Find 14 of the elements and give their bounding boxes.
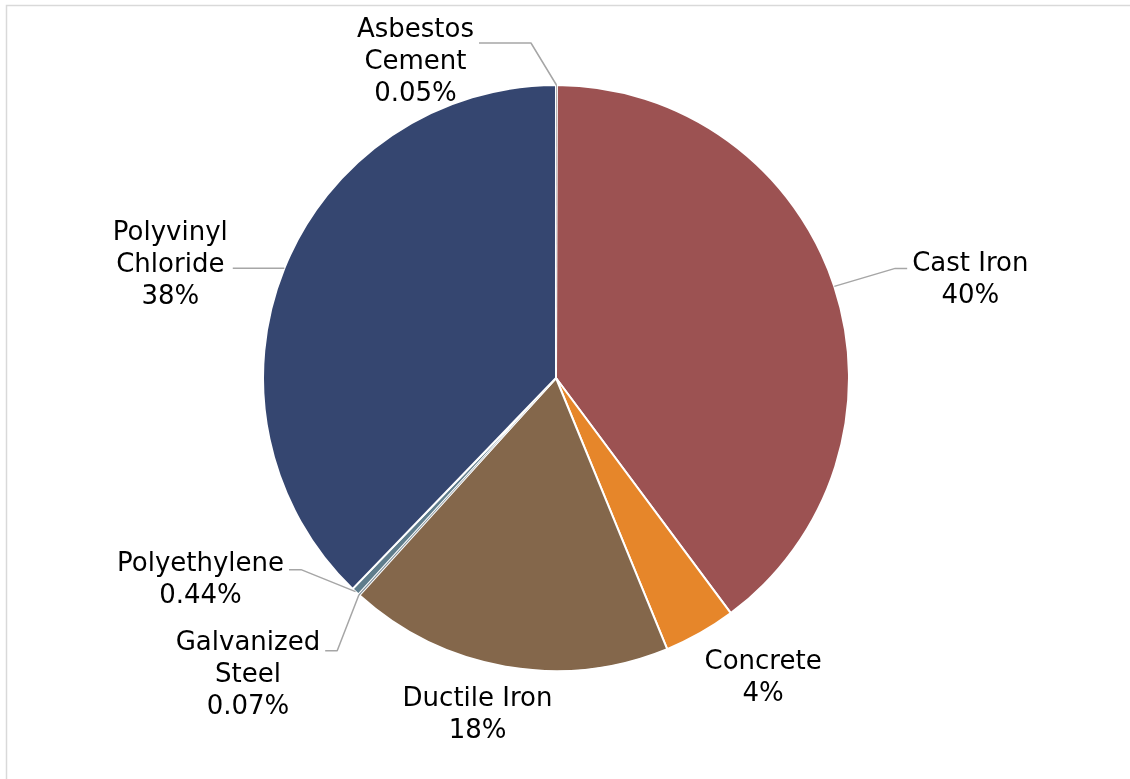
slice-label: Galvanized Steel xyxy=(175,626,321,689)
slice-label: Polyethylene xyxy=(117,547,285,578)
slice-label: Cast Iron xyxy=(912,246,1029,277)
data-label: 40% xyxy=(941,278,1000,309)
data-label: 38% xyxy=(141,279,200,310)
slice-label: Concrete xyxy=(704,645,822,676)
data-label: 18% xyxy=(448,713,507,744)
data-label: 0.05% xyxy=(374,77,457,108)
data-label: 0.44% xyxy=(159,579,242,610)
slice-label: Polyvinyl Chloride xyxy=(112,215,228,278)
data-label: 0.07% xyxy=(206,690,290,721)
slice-label: Asbestos Cement xyxy=(356,13,474,76)
data-label: 4% xyxy=(742,677,784,708)
slice-label: Ductile Iron xyxy=(402,681,553,712)
